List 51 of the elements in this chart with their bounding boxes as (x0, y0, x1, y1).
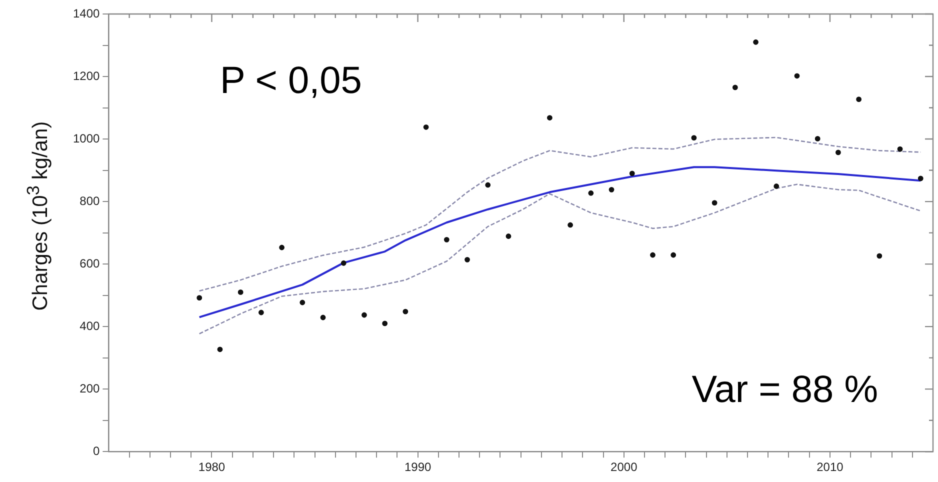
point (732, 84, 738, 90)
point (856, 96, 862, 102)
point (608, 186, 614, 192)
y-tick-label: 0 (93, 444, 100, 458)
point (340, 260, 346, 266)
point (320, 314, 326, 320)
point (382, 320, 388, 326)
y-tick-label: 200 (80, 381, 100, 396)
point (629, 170, 635, 176)
y-tick-label: 1200 (72, 68, 100, 83)
x-tick-label: 1980 (198, 460, 226, 474)
y-tick-label: 600 (80, 256, 100, 270)
annotation: P < 0,05 (220, 60, 362, 103)
x-tick-label: 2000 (610, 460, 638, 474)
point (918, 176, 924, 182)
x-tick-label: 2010 (816, 460, 844, 474)
point (464, 256, 470, 262)
point (300, 300, 306, 306)
point (402, 308, 408, 314)
point (876, 253, 882, 259)
point (485, 182, 491, 188)
point (506, 234, 512, 239)
point (650, 252, 656, 258)
annotation: Var = 88 % (692, 369, 878, 412)
line-series (198, 136, 922, 292)
point (238, 289, 244, 295)
point (568, 222, 574, 228)
point (444, 236, 450, 242)
point (794, 73, 800, 79)
point (217, 346, 223, 352)
line-series (198, 184, 922, 334)
x-tick-label: 1990 (404, 460, 432, 474)
point (691, 135, 697, 140)
y-tick-label: 400 (80, 318, 100, 333)
point (836, 150, 841, 156)
point (588, 190, 594, 196)
point (814, 136, 820, 142)
point (258, 310, 264, 316)
y-tick-label: 1000 (72, 131, 100, 146)
point (362, 312, 367, 318)
y-tick-label: 1400 (72, 6, 100, 20)
point (196, 295, 202, 301)
point (712, 200, 718, 206)
point (670, 252, 676, 258)
point (279, 244, 284, 250)
y-tick-label: 800 (80, 194, 100, 208)
point (774, 184, 780, 189)
point (753, 39, 758, 45)
point (897, 146, 903, 152)
point (423, 124, 429, 130)
point (547, 115, 552, 120)
